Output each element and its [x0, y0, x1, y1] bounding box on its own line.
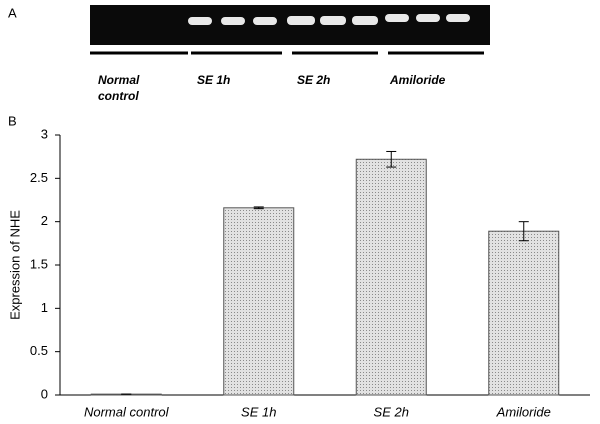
y-tick-label: 0.5 [30, 343, 48, 358]
gel-bands [188, 14, 470, 25]
y-tick-label: 1 [41, 300, 48, 315]
x-tick-label: Normal control [84, 404, 170, 419]
lane-label: SE 2h [297, 73, 331, 87]
lane-label: SE 1h [197, 73, 231, 87]
y-tick-label: 2.5 [30, 170, 48, 185]
panel-label: A [8, 5, 17, 20]
lane-label: Amiloride [390, 73, 446, 87]
lane-label: Normal control [98, 73, 140, 103]
panel-label: B [8, 113, 17, 128]
bar [223, 207, 295, 396]
y-tick-label: 2 [41, 213, 48, 228]
y-axis-label: Expression of NHE [7, 210, 22, 320]
x-tick-label: SE 1h [241, 404, 276, 419]
x-tick-label: SE 2h [374, 404, 409, 419]
y-tick-label: 1.5 [30, 256, 48, 271]
y-tick-label: 3 [41, 126, 48, 141]
gel-image [90, 5, 490, 45]
bar [488, 230, 560, 396]
x-tick-label: Amiloride [496, 404, 551, 419]
bar [355, 158, 427, 396]
y-tick-label: 0 [41, 386, 48, 401]
